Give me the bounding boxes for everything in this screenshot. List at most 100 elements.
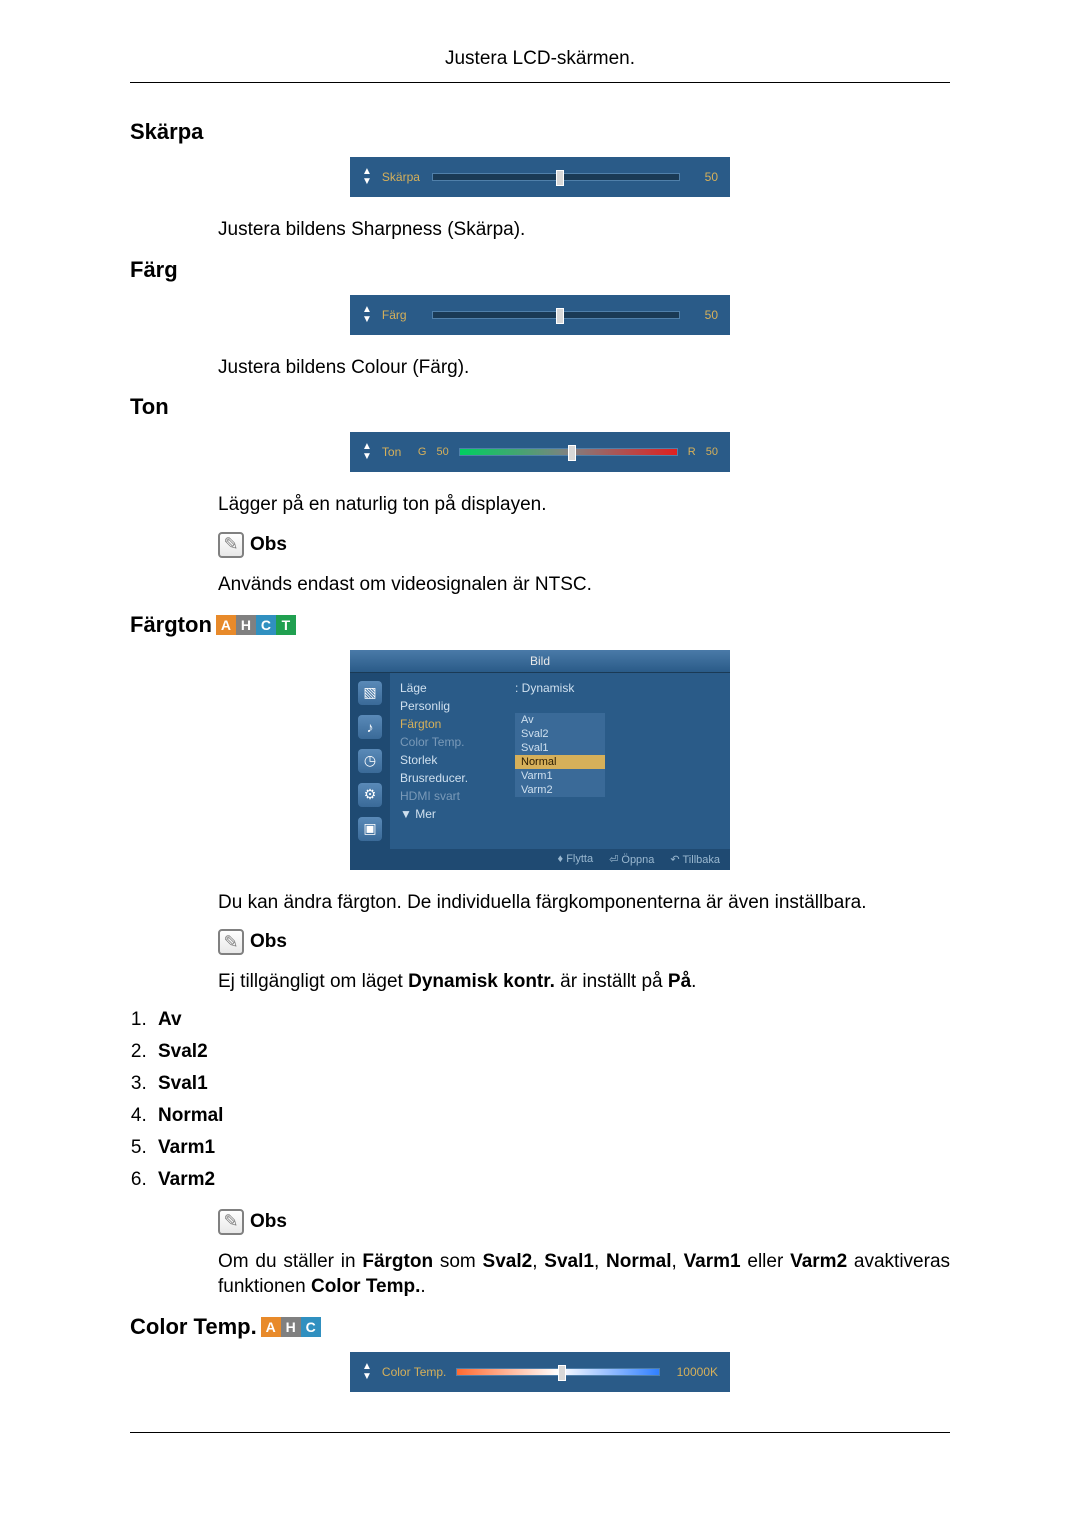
- menu-footer-hint: ♦ Flytta: [558, 853, 594, 866]
- fargton-menu-panel: Bild ▧ ♪ ◷ ⚙ ▣ Läge Personlig Färgton Color…: [350, 650, 730, 870]
- section-heading-color: Färg: [130, 257, 950, 283]
- tone-obs-text: Används endast om videosignalen är NTSC.: [218, 572, 950, 598]
- text-bold: Sval1: [544, 1251, 594, 1272]
- fargton-option-list: Av Sval2 Sval1 Normal Varm1 Varm2: [152, 1009, 950, 1191]
- text-bold: Varm1: [684, 1251, 741, 1272]
- menu-item[interactable]: Läge: [400, 681, 495, 695]
- list-item-label: Varm2: [158, 1169, 215, 1190]
- list-item-label: Sval2: [158, 1041, 208, 1062]
- menu-option[interactable]: Sval2: [515, 727, 605, 741]
- menu-item[interactable]: Färgton: [400, 717, 495, 731]
- tone-slider-label: Ton: [382, 445, 408, 459]
- colortemp-slider-panel: ▲▼ Color Temp. 10000K: [350, 1352, 730, 1392]
- list-item: Sval2: [152, 1041, 950, 1063]
- menu-item[interactable]: Storlek: [400, 753, 495, 767]
- tone-slider-thumb[interactable]: [568, 445, 576, 461]
- menu-input-icon[interactable]: ▣: [358, 817, 382, 841]
- text-fragment: eller: [741, 1251, 790, 1272]
- menu-left-column: Läge Personlig Färgton Color Temp. Storlek Br…: [400, 681, 495, 841]
- menu-item[interactable]: Color Temp.: [400, 735, 495, 749]
- list-item: Varm1: [152, 1137, 950, 1159]
- text-bold: Dynamisk kontr.: [408, 971, 555, 992]
- color-slider-thumb[interactable]: [556, 308, 564, 324]
- section-heading-fargton: Färgton: [130, 612, 212, 638]
- colortemp-slider-thumb[interactable]: [558, 1365, 566, 1381]
- fargton-obs2-text: Om du ställer in Färgton som Sval2, Sval…: [218, 1249, 950, 1300]
- menu-item[interactable]: ▼ Mer: [400, 807, 495, 821]
- tone-r-value: 50: [706, 446, 718, 458]
- menu-footer: ♦ Flytta ⏎ Öppna ↶ Tillbaka: [350, 849, 730, 870]
- section-heading-tone: Ton: [130, 394, 950, 420]
- list-item: Normal: [152, 1105, 950, 1127]
- note-icon: ✎: [218, 929, 244, 955]
- menu-item[interactable]: HDMI svart: [400, 789, 495, 803]
- menu-picture-icon[interactable]: ▧: [358, 681, 382, 705]
- menu-right-column: : Dynamisk AvSval2Sval1NormalVarm1Varm2: [515, 681, 605, 841]
- arrow-updown-icon[interactable]: ▲▼: [362, 305, 372, 325]
- menu-title: Bild: [350, 650, 730, 673]
- mode-badge-c: C: [301, 1317, 321, 1337]
- menu-item[interactable]: Brusreducer.: [400, 771, 495, 785]
- menu-icon-column: ▧ ♪ ◷ ⚙ ▣: [350, 673, 390, 849]
- menu-option[interactable]: Av: [515, 713, 605, 727]
- color-slider-label: Färg: [382, 308, 422, 322]
- menu-item[interactable]: Personlig: [400, 699, 495, 713]
- text-fragment: ,: [532, 1251, 544, 1272]
- tone-obs-row: ✎ Obs: [218, 532, 950, 558]
- list-item-label: Sval1: [158, 1073, 208, 1094]
- color-slider-track[interactable]: [432, 311, 680, 319]
- colortemp-slider-label: Color Temp.: [382, 1365, 446, 1379]
- section-heading-fargton-row: Färgton AHCT: [130, 612, 950, 638]
- text-bold: Varm2: [790, 1251, 847, 1272]
- menu-footer-hint: ↶ Tillbaka: [670, 853, 720, 866]
- sharpness-slider-track[interactable]: [432, 173, 680, 181]
- menu-setup-icon[interactable]: ⚙: [358, 783, 382, 807]
- colortemp-slider-track[interactable]: [456, 1368, 660, 1376]
- text-fragment: ,: [594, 1251, 606, 1272]
- color-desc: Justera bildens Colour (Färg).: [218, 355, 950, 381]
- section-heading-colortemp: Color Temp.: [130, 1314, 257, 1340]
- sharpness-desc: Justera bildens Sharpness (Skärpa).: [218, 217, 950, 243]
- menu-option[interactable]: Sval1: [515, 741, 605, 755]
- mode-badge-h: H: [236, 615, 256, 635]
- text-bold: Färgton: [362, 1251, 433, 1272]
- mode-badge-h: H: [281, 1317, 301, 1337]
- fargton-obs1-label: Obs: [250, 931, 287, 953]
- text-fragment: är inställt på: [555, 971, 668, 992]
- text-bold: På: [668, 971, 691, 992]
- sharpness-slider-thumb[interactable]: [556, 170, 564, 186]
- section-heading-colortemp-row: Color Temp. AHC: [130, 1314, 950, 1340]
- fargton-desc: Du kan ändra färgton. De individuella fä…: [218, 890, 950, 916]
- note-icon: ✎: [218, 1209, 244, 1235]
- mode-badge-a: A: [261, 1317, 281, 1337]
- menu-option[interactable]: Varm1: [515, 769, 605, 783]
- section-heading-sharpness: Skärpa: [130, 119, 950, 145]
- list-item-label: Normal: [158, 1105, 223, 1126]
- menu-option[interactable]: Normal: [515, 755, 605, 769]
- sharpness-slider-label: Skärpa: [382, 170, 422, 184]
- mode-badge-t: T: [276, 615, 296, 635]
- note-icon: ✎: [218, 532, 244, 558]
- tone-slider-track[interactable]: [459, 448, 678, 456]
- text-bold: Color Temp.: [311, 1276, 420, 1297]
- text-fragment: Ej tillgängligt om läget: [218, 971, 408, 992]
- arrow-updown-icon[interactable]: ▲▼: [362, 167, 372, 187]
- text-fragment: Om du ställer in: [218, 1251, 362, 1272]
- mode-badge-a: A: [216, 615, 236, 635]
- arrow-updown-icon[interactable]: ▲▼: [362, 442, 372, 462]
- tone-r-label: R: [688, 446, 696, 458]
- text-fragment: ,: [671, 1251, 683, 1272]
- page-header: Justera LCD-skärmen.: [130, 48, 950, 70]
- tone-g-value: 50: [436, 446, 448, 458]
- menu-sound-icon[interactable]: ♪: [358, 715, 382, 739]
- menu-clock-icon[interactable]: ◷: [358, 749, 382, 773]
- text-fragment: .: [691, 971, 696, 992]
- arrow-updown-icon[interactable]: ▲▼: [362, 1362, 372, 1382]
- color-slider-panel: ▲▼ Färg 50: [350, 295, 730, 335]
- tone-slider-panel: ▲▼ Ton G 50 R 50: [350, 432, 730, 472]
- list-item: Varm2: [152, 1169, 950, 1191]
- menu-option[interactable]: Varm2: [515, 783, 605, 797]
- fargton-obs2-label: Obs: [250, 1211, 287, 1233]
- menu-footer-hint: ⏎ Öppna: [609, 853, 654, 866]
- list-item-label: Av: [158, 1009, 182, 1030]
